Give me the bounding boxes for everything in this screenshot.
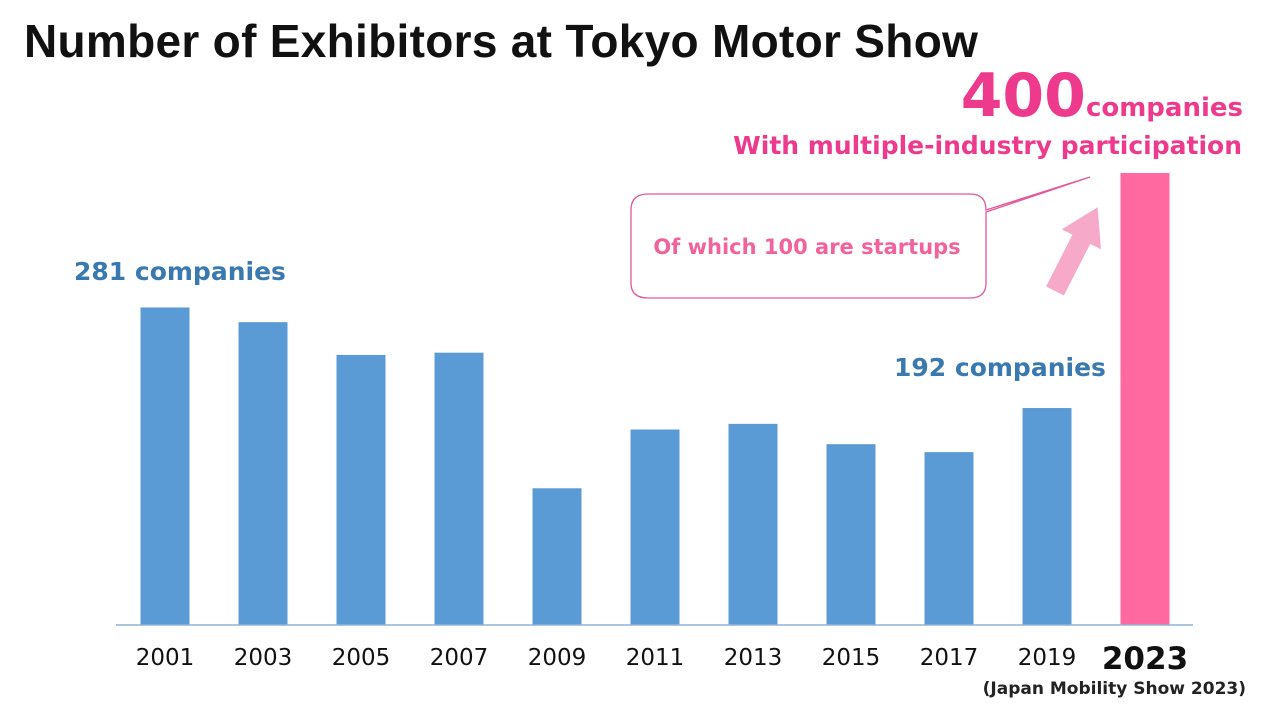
bar-2009	[532, 488, 582, 625]
bar-2003	[238, 322, 288, 625]
x-tick-2009: 2009	[528, 645, 587, 671]
highlight-unit: companies	[1086, 93, 1243, 123]
bar-2013	[728, 423, 778, 625]
x-tick-2023: 2023	[1102, 641, 1188, 677]
x-tick-2003: 2003	[234, 645, 293, 671]
highlight-subtitle: With multiple-industry participation	[733, 131, 1242, 160]
bar-2007	[434, 352, 484, 625]
highlight-note: (Japan Mobility Show 2023)	[983, 679, 1246, 699]
startup-callout-text: Of which 100 are startups	[653, 235, 960, 259]
x-tick-2011: 2011	[626, 645, 685, 671]
x-tick-2019: 2019	[1018, 645, 1077, 671]
first-bar-data-label: 281 companies	[74, 257, 286, 286]
bar-2001	[140, 307, 190, 625]
bar-2023	[1120, 173, 1170, 625]
bar-2019	[1022, 408, 1072, 625]
up-arrow-icon	[1046, 207, 1101, 296]
bars-group	[140, 173, 1170, 625]
chart-title: Number of Exhibitors at Tokyo Motor Show	[24, 15, 979, 67]
x-tick-2013: 2013	[724, 645, 783, 671]
bar-2017	[924, 452, 974, 625]
x-tick-labels: 2001 2003 2005 2007 2009 2011 2013 2015 2017 2019…	[136, 641, 1188, 677]
x-tick-2017: 2017	[920, 645, 979, 671]
x-tick-2005: 2005	[332, 645, 391, 671]
x-tick-2001: 2001	[136, 645, 195, 671]
x-tick-2015: 2015	[822, 645, 881, 671]
bar-2005	[336, 354, 386, 625]
highlight-number: 400	[961, 61, 1086, 131]
highlight-value-label: 400companies	[961, 61, 1243, 131]
x-tick-2007: 2007	[430, 645, 489, 671]
bar-2011	[630, 429, 680, 625]
2019-bar-data-label: 192 companies	[894, 353, 1106, 382]
bar-2015	[826, 444, 876, 625]
startup-callout-bubble	[630, 176, 1091, 299]
